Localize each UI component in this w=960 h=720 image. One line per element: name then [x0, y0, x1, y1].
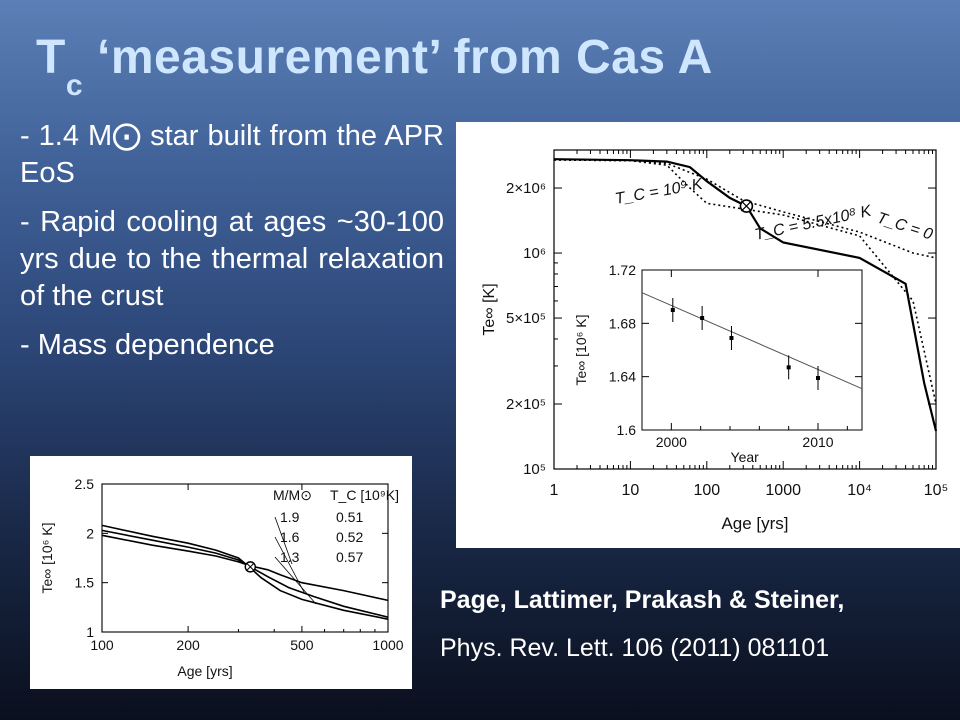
- y-tick-label: 1.5: [75, 575, 95, 591]
- y-tick-label: 2: [86, 525, 94, 541]
- inset-y-tick-label: 1.72: [609, 262, 636, 278]
- bullet-item: - Mass dependence: [20, 329, 275, 361]
- inset-x-tick-label: 2010: [802, 434, 833, 450]
- y-tick-label: 2×10⁶: [506, 180, 546, 197]
- legend-pointer: [274, 516, 293, 565]
- legend-header-tc: T_C [10⁹K]: [330, 487, 399, 503]
- series-line: [553, 159, 937, 405]
- slide-title: Tc ‘measurement’ from Cas A: [36, 30, 713, 102]
- y-tick-label: 1: [86, 624, 94, 640]
- inset-data-point: [700, 316, 705, 320]
- curve-annotation: T_C = 5.5x10⁸ K: [753, 202, 874, 244]
- curve-annotation: T_C = 10⁹ K: [614, 176, 705, 208]
- inset-x-axis-label: Year: [731, 449, 760, 465]
- legend-tc: 0.52: [336, 529, 363, 545]
- plot-frame: [101, 483, 389, 633]
- y-tick-label: 10⁵: [523, 461, 546, 478]
- cooling-curve-chart: 1 10 100 1000 10⁴ 10⁵ 10⁵ 2×10⁵ 5×10⁵ 10⁶ 2×10⁶ Age…: [481, 149, 948, 533]
- inset-data-point: [670, 308, 675, 312]
- curve-annotation: T_C = 0: [875, 210, 935, 244]
- bullet-list: - 1.4 M⨀ star built from the APR EoS - R…: [20, 118, 444, 376]
- bullet-item: - Rapid cooling at ages ~30-100 yrs due …: [20, 206, 444, 312]
- inset-y-tick-label: 1.6: [617, 422, 637, 438]
- mass-dependence-figure: 100 200 500 1000 1 1.5 2 2.5 Age [yrs] Te∞ [10⁶ K…: [30, 456, 412, 689]
- title-subscript: c: [65, 69, 84, 102]
- y-tick-label: 2×10⁵: [506, 396, 546, 413]
- x-tick-label: 100: [693, 482, 720, 499]
- citation-journal: Phys. Rev. Lett. 106 (2011) 081101: [440, 634, 830, 662]
- x-tick-label: 10⁴: [847, 482, 872, 499]
- y-tick-label: 10⁶: [523, 245, 546, 262]
- inset-data-point: [786, 365, 791, 370]
- cooling-curve-figure: 1 10 100 1000 10⁴ 10⁵ 10⁵ 2×10⁵ 5×10⁵ 10⁶ 2×10⁶ Age…: [456, 122, 960, 548]
- plot-frame: [553, 149, 937, 470]
- inset-data-point: [729, 336, 734, 340]
- citation-authors: Page, Lattimer, Prakash & Steiner,: [440, 586, 845, 614]
- inset-data-point: [816, 376, 820, 380]
- legend-mass: 1.6: [280, 529, 300, 545]
- series-line: [553, 159, 937, 259]
- legend-pointer: [274, 556, 317, 605]
- title-rest: ‘measurement’ from Cas A: [97, 31, 713, 84]
- y-axis-label: Te∞ [K]: [481, 283, 498, 335]
- title-main: T: [36, 31, 66, 84]
- inset-fit-line: [641, 292, 863, 390]
- x-tick-label: 200: [176, 637, 200, 653]
- bullet-item: - 1.4 M⨀ star built from the APR EoS: [20, 120, 444, 189]
- legend-mass: 1.9: [280, 509, 300, 525]
- cas-a-marker-cross: [740, 200, 752, 212]
- y-tick-label: 2.5: [75, 476, 95, 492]
- inset-x-tick-label: 2000: [656, 434, 687, 450]
- inset-y-tick-label: 1.68: [609, 315, 636, 331]
- mass-dependence-chart: 100 200 500 1000 1 1.5 2 2.5 Age [yrs] Te∞ [10⁶ K…: [39, 476, 404, 679]
- inset-frame: [641, 269, 863, 431]
- x-tick-label: 10: [622, 482, 640, 499]
- x-tick-label: 500: [290, 637, 314, 653]
- legend-tc: 0.51: [336, 509, 363, 525]
- inset-y-tick-label: 1.64: [609, 369, 636, 385]
- legend-mass: 1.3: [280, 549, 300, 565]
- x-axis-label: Age [yrs]: [177, 663, 232, 679]
- x-axis-label: Age [yrs]: [721, 514, 788, 533]
- x-tick-label: 1000: [765, 482, 801, 499]
- y-axis-label: Te∞ [10⁶ K]: [39, 523, 55, 594]
- x-tick-label: 1000: [372, 637, 403, 653]
- inset-y-axis-label: Te∞ [10⁶ K]: [573, 315, 589, 386]
- legend-header-mass: M/M⊙: [273, 487, 312, 503]
- legend-pointer: [274, 536, 306, 595]
- legend-tc: 0.57: [336, 549, 363, 565]
- x-tick-label: 1: [550, 482, 559, 499]
- x-tick-label: 100: [90, 637, 114, 653]
- cas-a-marker-cross: [245, 562, 255, 572]
- y-tick-label: 5×10⁵: [506, 310, 546, 327]
- x-tick-label: 10⁵: [924, 482, 948, 499]
